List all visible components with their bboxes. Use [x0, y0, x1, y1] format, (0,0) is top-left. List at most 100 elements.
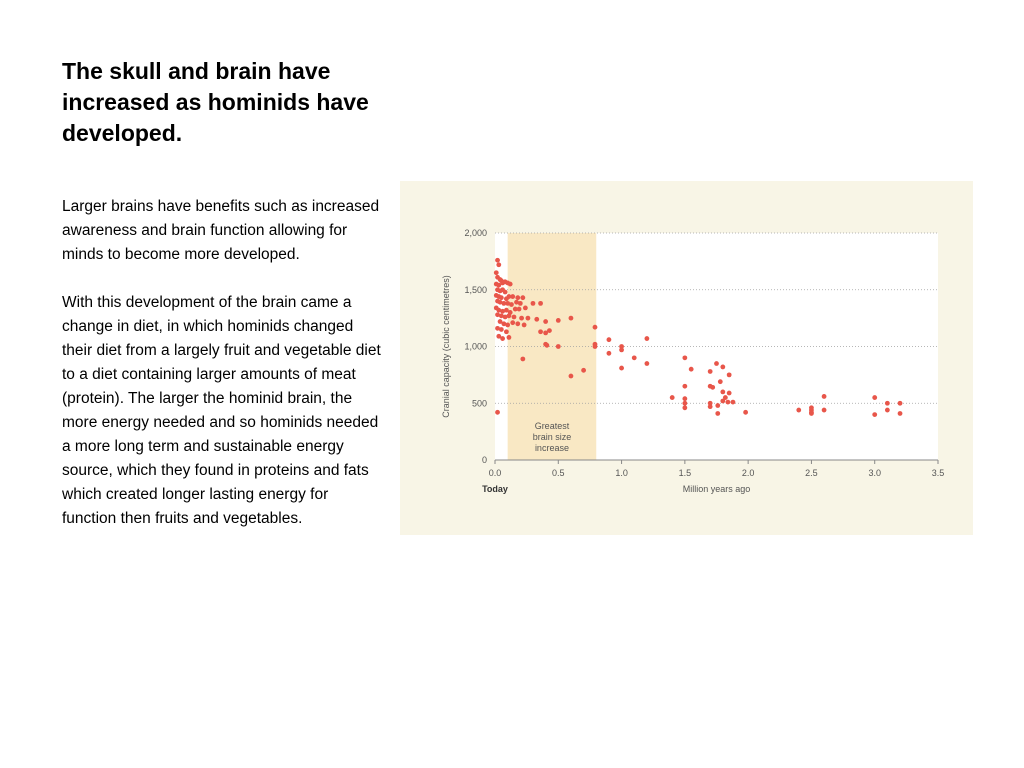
paragraph-diet-change: With this development of the brain came …: [62, 294, 381, 527]
data-point: [644, 336, 650, 341]
data-point: [506, 335, 512, 340]
data-point: [501, 321, 507, 327]
data-point: [715, 411, 721, 416]
data-point: [496, 282, 502, 288]
y-tick-label: 2,000: [464, 228, 487, 238]
data-point: [503, 307, 509, 313]
data-point: [722, 395, 728, 400]
data-point: [547, 328, 552, 334]
data-point: [743, 409, 749, 415]
data-point: [682, 396, 688, 402]
data-point: [555, 344, 561, 349]
x-tick-label: 1.5: [679, 468, 692, 478]
data-point: [505, 300, 511, 306]
data-point: [821, 394, 827, 399]
data-point: [726, 372, 732, 378]
data-point: [538, 300, 543, 306]
data-point: [720, 398, 726, 404]
data-point: [606, 337, 612, 343]
data-point: [555, 317, 561, 323]
data-point: [496, 333, 502, 339]
paragraph-brain-benefits: Larger brains have benefits such as incr…: [62, 198, 380, 263]
data-point: [500, 336, 505, 341]
x-tick-label: 3.5: [932, 468, 945, 478]
data-point: [606, 350, 612, 356]
data-point: [496, 307, 502, 313]
data-point: [897, 411, 903, 416]
data-point: [884, 400, 890, 406]
data-point: [498, 313, 504, 319]
data-point: [682, 383, 688, 389]
data-point: [619, 365, 624, 371]
y-axis-title: Cranial capacity (cubic centimetres): [441, 275, 451, 418]
slide-body: Larger brains have benefits such as incr…: [62, 195, 384, 555]
data-point: [503, 329, 509, 335]
data-point: [720, 389, 726, 395]
data-point: [501, 300, 507, 306]
x-tick-label: 0.5: [552, 468, 565, 478]
data-point: [506, 294, 512, 299]
data-point: [505, 322, 511, 328]
data-point: [682, 400, 688, 406]
x-tick-label: 0.0: [489, 468, 502, 478]
x-tick-label: 1.0: [615, 468, 628, 478]
data-point: [568, 315, 574, 321]
slide-title: The skull and brain have increased as ho…: [62, 58, 369, 146]
data-point: [725, 399, 731, 405]
highlight-label-line: Greatest: [535, 421, 570, 431]
data-point: [707, 400, 713, 406]
data-point: [507, 281, 513, 287]
data-point: [796, 407, 802, 413]
data-point: [515, 295, 521, 301]
y-tick-label: 1,000: [464, 342, 487, 352]
x-axis-title: Million years ago: [683, 484, 751, 494]
data-point: [519, 315, 524, 321]
data-point: [821, 407, 827, 413]
data-point: [511, 314, 517, 320]
data-point: [688, 366, 694, 372]
data-point: [512, 306, 518, 312]
data-point: [538, 329, 543, 335]
data-point: [495, 325, 500, 331]
data-point: [522, 305, 528, 311]
data-point: [510, 320, 516, 326]
data-point: [669, 395, 675, 400]
data-point: [715, 403, 721, 408]
data-point: [520, 295, 526, 301]
data-point: [495, 257, 500, 263]
x-tick-label: 3.0: [868, 468, 881, 478]
data-point: [534, 316, 540, 322]
highlight-label-line: brain size: [533, 432, 572, 442]
cranial-capacity-chart: Greatest brain size increase 0 500 1,000 1,500…: [400, 181, 973, 535]
data-point: [682, 405, 688, 411]
data-point: [497, 319, 503, 324]
y-tick-label: 1,500: [464, 285, 487, 295]
data-point: [720, 364, 726, 370]
data-point: [516, 306, 522, 312]
data-point: [517, 300, 523, 306]
data-point: [707, 369, 713, 374]
data-point: [730, 399, 736, 405]
highlight-label-line: increase: [535, 443, 569, 453]
data-point: [543, 319, 549, 324]
data-point: [514, 299, 519, 305]
data-point: [619, 344, 624, 349]
data-point: [714, 361, 719, 366]
data-point: [500, 308, 505, 314]
data-point: [497, 299, 503, 305]
data-point: [809, 411, 814, 416]
x-tick-label: 2.5: [805, 468, 818, 478]
data-point: [872, 412, 878, 417]
data-point: [509, 302, 514, 307]
data-point: [502, 314, 508, 320]
data-point: [496, 262, 502, 268]
data-point: [682, 355, 688, 361]
data-point: [644, 361, 650, 366]
data-point: [707, 404, 713, 410]
data-point: [707, 383, 713, 389]
data-point: [717, 379, 723, 385]
data-point: [495, 312, 500, 318]
x-tick-label: 2.0: [742, 468, 755, 478]
data-point: [493, 270, 499, 276]
data-point: [619, 347, 624, 353]
